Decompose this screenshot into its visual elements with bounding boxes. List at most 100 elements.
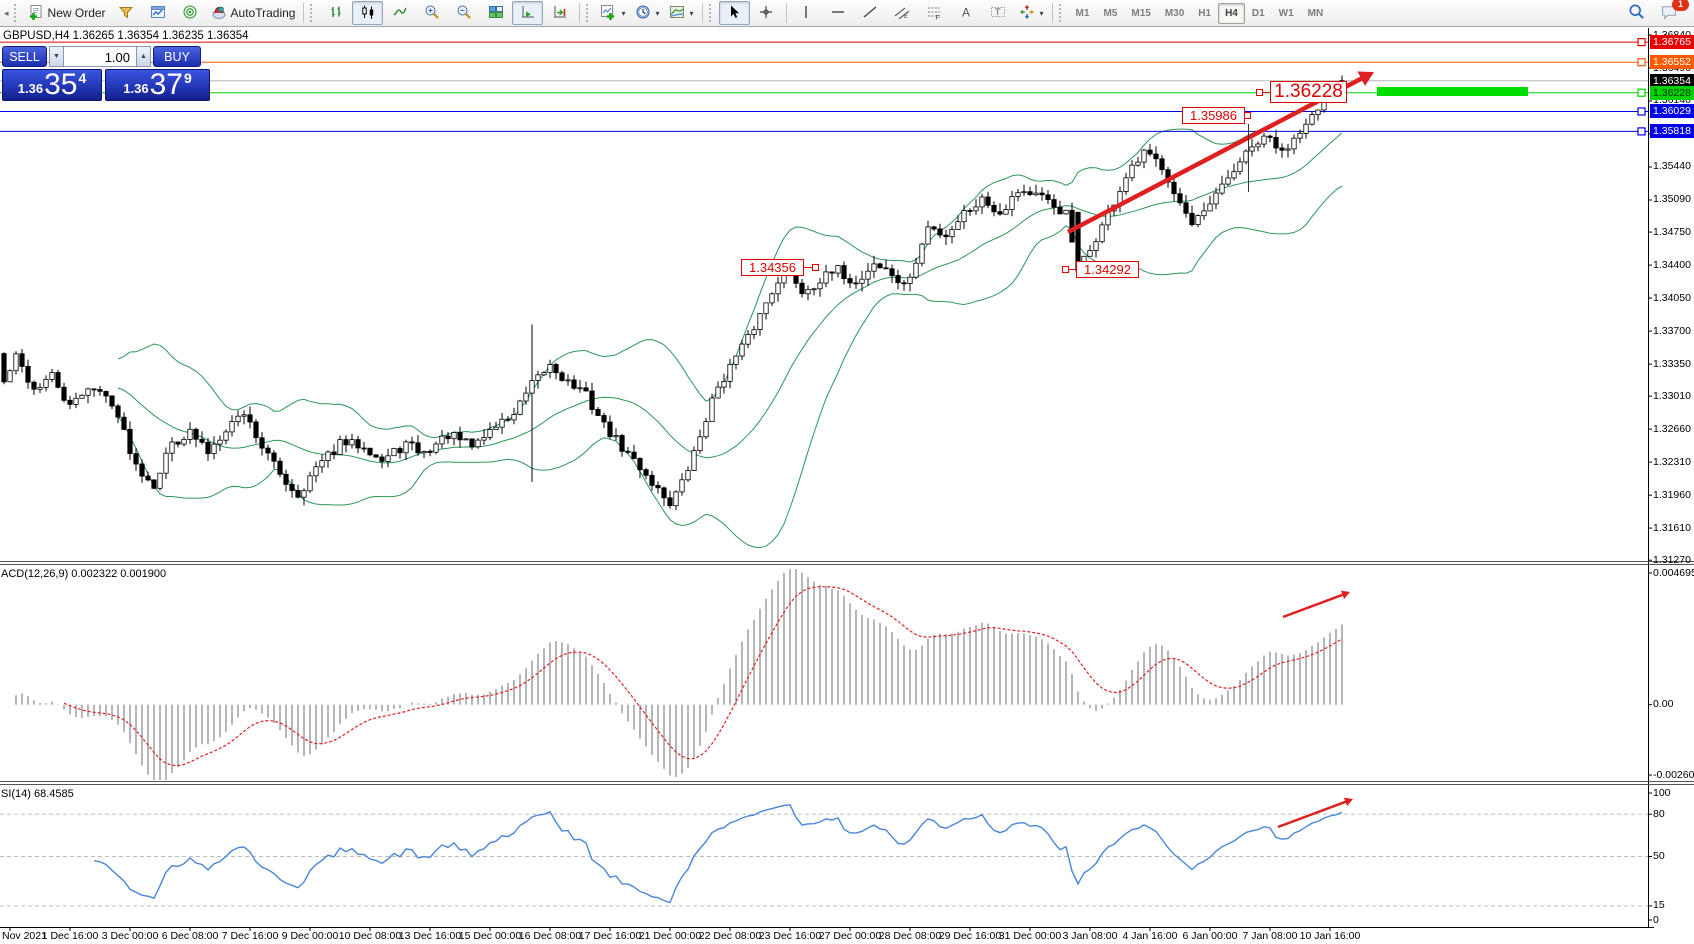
cursor-tool-button[interactable] bbox=[718, 1, 750, 25]
one-click-trading-panel: SELL ▼ 1.00 ▲ BUY 1.36 35 4 1.36 37 9 bbox=[2, 46, 210, 101]
svg-text:E: E bbox=[904, 14, 908, 20]
line-chart-icon bbox=[392, 4, 408, 23]
vertical-line-tool-button[interactable] bbox=[791, 1, 822, 25]
toolbar: ◂ New Order AutoTrading bbox=[0, 0, 1694, 27]
sell-price-big: 35 bbox=[44, 68, 78, 101]
sell-price-display[interactable]: 1.36 35 4 bbox=[2, 69, 102, 101]
timeframe-button-h1[interactable]: H1 bbox=[1198, 7, 1212, 19]
timeframe-button-mn[interactable]: MN bbox=[1307, 7, 1324, 19]
timeframe-button-d1[interactable]: D1 bbox=[1251, 7, 1265, 19]
toolbar-separator bbox=[579, 3, 581, 23]
notification-badge: 1 bbox=[1672, 0, 1689, 11]
svg-text:A: A bbox=[962, 5, 970, 19]
channel-tool-button[interactable]: E bbox=[887, 1, 918, 25]
buy-price-big: 37 bbox=[149, 68, 183, 101]
data-window-button[interactable] bbox=[175, 1, 206, 25]
toolbar-grip[interactable] bbox=[1058, 4, 1065, 22]
buy-button[interactable]: BUY bbox=[153, 46, 201, 67]
toolbar-separator bbox=[785, 3, 787, 23]
volume-decrease-button[interactable]: ▼ bbox=[49, 46, 64, 67]
buy-price-display[interactable]: 1.36 37 9 bbox=[105, 69, 210, 101]
sell-price-sup: 4 bbox=[78, 70, 87, 86]
window-chart-icon bbox=[150, 4, 166, 23]
toolbar-separator bbox=[303, 3, 305, 23]
timeframe-button-h4[interactable]: H4 bbox=[1218, 2, 1245, 24]
volume-increase-button[interactable]: ▲ bbox=[136, 46, 151, 67]
timeframe-button-m5[interactable]: M5 bbox=[1103, 7, 1118, 19]
toolbar-separator bbox=[701, 3, 703, 23]
toolbar-grip[interactable] bbox=[586, 4, 592, 22]
horizontal-line-icon bbox=[830, 4, 846, 23]
market-watch-button[interactable] bbox=[143, 1, 174, 25]
chart-shift-icon bbox=[552, 4, 568, 23]
text-tool-button[interactable]: A bbox=[951, 1, 982, 25]
new-order-button[interactable]: New Order bbox=[24, 1, 110, 25]
chart-shift-button[interactable] bbox=[544, 1, 575, 25]
fibonacci-icon: F bbox=[926, 4, 942, 23]
horizontal-line-tool-button[interactable] bbox=[823, 1, 854, 25]
search-button[interactable] bbox=[1621, 1, 1652, 25]
text-icon: A bbox=[958, 4, 974, 23]
templates-dropdown-caret[interactable]: ▾ bbox=[689, 8, 694, 18]
toolbar-grip[interactable] bbox=[310, 4, 316, 22]
toolbar-overflow-chevron[interactable]: ◂ bbox=[4, 7, 9, 18]
timeframe-button-m15[interactable]: M15 bbox=[1131, 7, 1151, 19]
toolbar-grip[interactable] bbox=[708, 4, 715, 22]
periods-button[interactable]: ▾ bbox=[631, 1, 664, 25]
svg-text:T: T bbox=[995, 7, 1001, 17]
add-indicator-icon bbox=[600, 4, 616, 23]
crosshair-icon bbox=[758, 4, 774, 23]
text-label-icon: T bbox=[990, 4, 1006, 23]
candlestick-mode-button[interactable] bbox=[352, 1, 384, 25]
funnel-icon bbox=[118, 4, 134, 23]
fibonacci-tool-button[interactable]: F bbox=[919, 1, 950, 25]
zoom-in-button[interactable] bbox=[416, 1, 447, 25]
sell-button[interactable]: SELL bbox=[2, 46, 47, 67]
toolbar-grip[interactable] bbox=[13, 4, 20, 22]
crosshair-tool-button[interactable] bbox=[751, 1, 782, 25]
auto-scroll-button[interactable] bbox=[512, 1, 544, 25]
tile-windows-icon bbox=[488, 4, 504, 23]
buy-price-sup: 9 bbox=[183, 70, 192, 86]
svg-text:F: F bbox=[936, 14, 940, 20]
search-icon bbox=[1628, 3, 1645, 23]
notifications-button[interactable]: 1 bbox=[1653, 0, 1689, 25]
chart-title: GBPUSD,H4 1.36265 1.36354 1.36235 1.3635… bbox=[3, 30, 249, 42]
vertical-line-icon bbox=[798, 4, 814, 23]
timeframe-button-m30[interactable]: M30 bbox=[1164, 7, 1185, 19]
bar-chart-mode-button[interactable] bbox=[320, 1, 351, 25]
tile-windows-button[interactable] bbox=[480, 1, 511, 25]
autotrading-button[interactable]: AutoTrading bbox=[207, 1, 300, 25]
zoom-out-icon bbox=[456, 4, 472, 23]
arrows-dropdown-caret[interactable]: ▾ bbox=[1039, 8, 1044, 18]
zoom-out-button[interactable] bbox=[448, 1, 479, 25]
arrows-tool-button[interactable]: ▾ bbox=[1015, 1, 1048, 25]
volume-input[interactable]: 1.00 bbox=[64, 46, 136, 67]
template-icon bbox=[669, 4, 685, 23]
line-chart-mode-button[interactable] bbox=[384, 1, 415, 25]
new-order-label: New Order bbox=[47, 6, 106, 20]
equidistant-channel-icon: E bbox=[894, 4, 910, 23]
indicators-button[interactable]: ▾ bbox=[596, 1, 629, 25]
timeframe-group: M1 M5 M15 M30 H1 H4 D1 W1 MN bbox=[1069, 2, 1331, 24]
text-label-tool-button[interactable]: T bbox=[983, 1, 1014, 25]
indicators-dropdown-caret[interactable]: ▾ bbox=[621, 8, 626, 18]
trendline-tool-button[interactable] bbox=[855, 1, 886, 25]
arrows-icon bbox=[1019, 4, 1035, 23]
templates-button[interactable]: ▾ bbox=[665, 1, 698, 25]
new-order-icon bbox=[28, 4, 44, 23]
autotrading-icon bbox=[211, 4, 227, 23]
buy-price-prefix: 1.36 bbox=[123, 81, 149, 96]
ohlc-bars-icon bbox=[328, 4, 344, 23]
timeframe-button-m1[interactable]: M1 bbox=[1075, 7, 1090, 19]
autotrading-label: AutoTrading bbox=[230, 6, 296, 20]
cursor-icon bbox=[726, 4, 742, 23]
timeframe-button-w1[interactable]: W1 bbox=[1278, 7, 1294, 19]
styles-button[interactable] bbox=[111, 1, 142, 25]
auto-scroll-icon bbox=[520, 4, 536, 23]
clock-icon bbox=[635, 4, 651, 23]
sell-price-prefix: 1.36 bbox=[17, 81, 44, 96]
periods-dropdown-caret[interactable]: ▾ bbox=[655, 8, 660, 18]
